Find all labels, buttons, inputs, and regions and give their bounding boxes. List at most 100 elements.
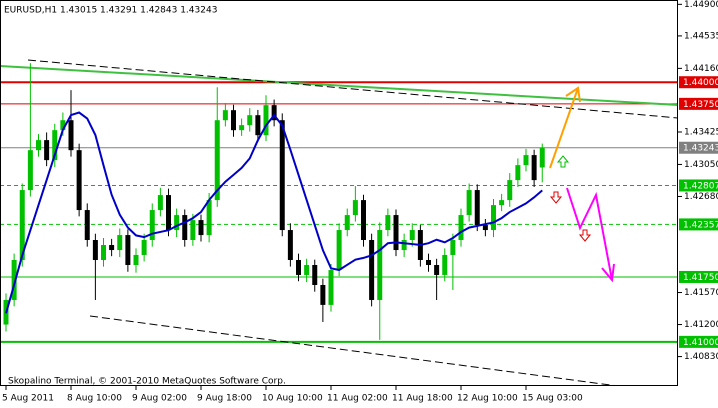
candle-body (27, 150, 33, 191)
candle-body (336, 230, 342, 271)
down-arrow (549, 191, 563, 204)
candle-body (68, 120, 74, 151)
candle-body (401, 239, 407, 251)
candle-body (361, 200, 366, 240)
x-tick-label: 8 Aug 10:00 (67, 394, 122, 404)
candle-body (304, 265, 310, 275)
candle-body (279, 120, 285, 231)
candle-body (466, 190, 472, 216)
level-box (679, 141, 718, 154)
level-label: 1.44000 (683, 78, 718, 88)
x-tick-label: 15 Aug 03:00 (522, 394, 583, 404)
candle-body (36, 140, 41, 151)
candle-body (393, 215, 399, 251)
candle-body (182, 215, 188, 240)
level-label: 1.43750 (683, 100, 718, 110)
up-arrow (556, 155, 570, 168)
trendlines (0, 59, 678, 386)
candle-body (101, 245, 106, 260)
y-tick-label: 1.43425 (684, 127, 718, 137)
arrow (566, 187, 613, 281)
level-label: 1.41000 (683, 338, 718, 348)
candle-body (515, 165, 521, 181)
candle-body (60, 120, 66, 131)
candle-body (11, 259, 17, 300)
x-tick-label: 5 Aug 2011 (2, 394, 54, 404)
candle-body (344, 215, 350, 231)
candle-body (507, 180, 513, 201)
candle-body (214, 120, 220, 201)
moving-average (5, 111, 543, 314)
candle-body (84, 210, 90, 240)
y-tick-label: 1.41570 (684, 288, 718, 298)
candle-body (222, 110, 228, 121)
candle-layer (3, 63, 545, 340)
candle-body (255, 115, 261, 136)
candle-body (328, 270, 334, 305)
level-label: 1.41750 (683, 273, 718, 283)
candle-body (426, 259, 431, 266)
x-tick-label: 9 Aug 02:00 (132, 394, 187, 404)
arrow-head (601, 263, 615, 283)
arrow-head (565, 86, 581, 103)
candle-body (482, 225, 488, 231)
candle-body (474, 190, 480, 226)
candle-body (52, 130, 58, 161)
candle-body (450, 239, 456, 255)
level-label: 1.42357 (683, 220, 718, 230)
trendline (0, 65, 678, 106)
candle-body (263, 105, 269, 136)
trendline (89, 315, 622, 386)
x-tick-label: 11 Aug 02:00 (327, 394, 388, 404)
x-tick-label: 12 Aug 10:00 (457, 394, 518, 404)
candle-body (377, 230, 383, 300)
candle-body (174, 215, 180, 231)
candle-body (231, 110, 236, 131)
y-tick-label: 1.42680 (684, 192, 718, 202)
candle-body (141, 239, 147, 255)
y-tick-label: 1.44900 (684, 0, 718, 10)
down-arrow (578, 229, 592, 242)
candle-body (434, 265, 440, 275)
candle-body (190, 220, 196, 240)
plot-frame (0, 0, 678, 386)
candle-body (287, 230, 293, 260)
y-tick-label: 1.41200 (684, 320, 718, 330)
candle-body (198, 220, 204, 236)
candle-body (539, 147, 545, 168)
candle-body (369, 239, 375, 300)
candle-body (320, 284, 326, 305)
level-box (679, 76, 718, 89)
candle-body (149, 210, 155, 240)
candle-body (19, 190, 25, 260)
level-box (679, 218, 718, 231)
candle-body (296, 259, 301, 275)
x-tick-label: 10 Aug 10:00 (262, 394, 323, 404)
candle-body (44, 140, 50, 161)
candle-body (157, 195, 163, 211)
y-tick-label: 1.40830 (684, 352, 718, 362)
arrow (549, 87, 579, 169)
candle-body (491, 205, 496, 231)
candle-body (409, 230, 415, 240)
candle-body (117, 235, 123, 251)
forecast-arrows (549, 86, 615, 283)
y-tick-label: 1.43050 (684, 160, 718, 170)
candle-body (125, 235, 131, 266)
chart-title: EURUSD,H1 1.43015 1.43291 1.42843 1.4324… (4, 6, 217, 16)
level-label: 1.42807 (683, 181, 718, 191)
candle-body (523, 155, 529, 166)
x-tick-label: 9 Aug 18:00 (197, 394, 252, 404)
candle-body (206, 200, 212, 236)
y-tick-label: 1.44535 (684, 31, 718, 41)
level-label: 1.43243 (683, 144, 718, 154)
level-box (679, 270, 718, 283)
candle-body (385, 215, 391, 231)
level-box (679, 179, 718, 192)
level-box (679, 97, 718, 110)
candle-body (247, 115, 253, 126)
x-tick-label: 11 Aug 18:00 (392, 394, 453, 404)
